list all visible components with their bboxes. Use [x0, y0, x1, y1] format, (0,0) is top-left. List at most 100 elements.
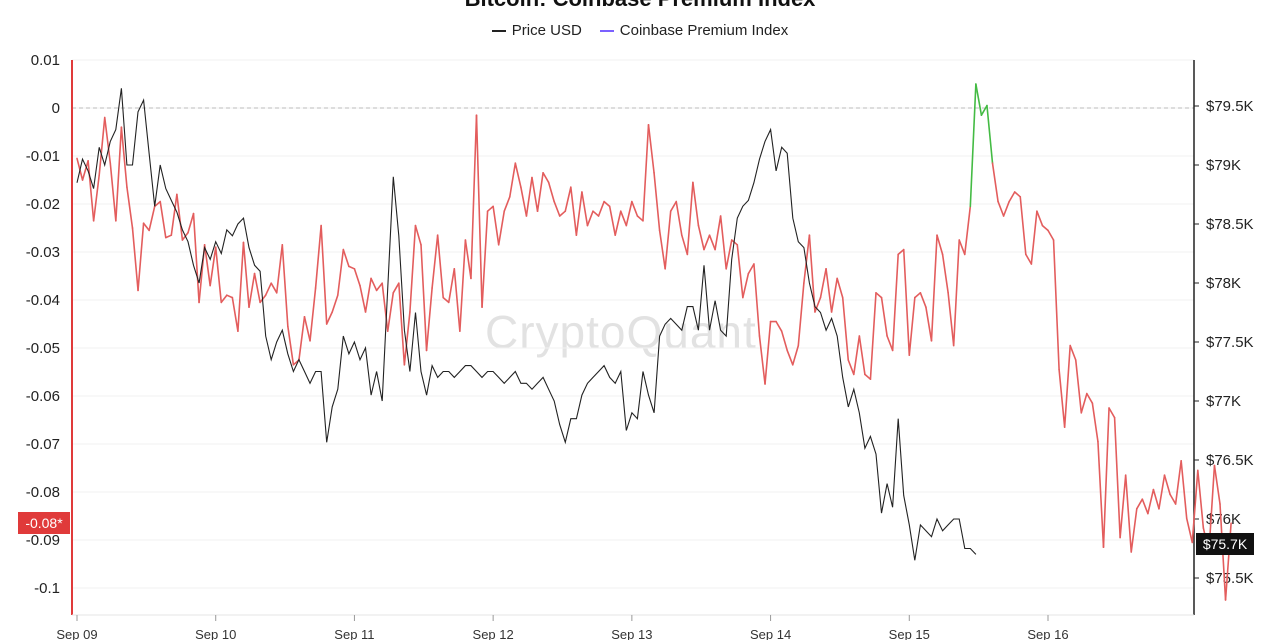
left-tick-label: 0	[52, 100, 60, 117]
left-tick-label: 0.01	[31, 52, 60, 69]
premium-segment	[852, 335, 861, 376]
premium-segment	[503, 196, 511, 212]
premium-segment	[453, 267, 461, 333]
premium-segment	[692, 181, 700, 227]
premium-segment	[403, 311, 411, 366]
x-tick-label: Sep 12	[473, 627, 514, 640]
right-tick-label: $77K	[1206, 393, 1241, 410]
premium-segment	[919, 291, 927, 309]
premium-segment	[980, 104, 988, 116]
premium-segment	[947, 291, 955, 347]
premium-segment	[309, 287, 317, 342]
premium-segment	[287, 325, 295, 366]
premium-segment	[764, 320, 772, 385]
premium-segment	[902, 248, 911, 357]
premium-segment	[525, 176, 533, 217]
premium-segment	[320, 224, 328, 325]
premium-segment	[131, 227, 139, 292]
premium-segment	[936, 234, 944, 256]
premium-segment	[303, 315, 311, 342]
premium-segment	[264, 282, 273, 297]
premium-segment	[464, 239, 472, 280]
premium-segment	[653, 172, 661, 232]
premium-segment	[420, 244, 428, 352]
premium-segment	[1163, 474, 1171, 496]
current-price-tag: $75.7K	[1196, 533, 1254, 555]
premium-segment	[431, 234, 439, 289]
premium-segment	[120, 126, 128, 188]
premium-segment	[153, 200, 162, 208]
legend-item-price[interactable]: Price USD	[491, 22, 582, 39]
premium-segment	[364, 277, 372, 313]
premium-segment	[514, 162, 522, 188]
premium-segment	[841, 296, 850, 361]
premium-segment	[858, 335, 866, 376]
legend-swatch-price	[491, 29, 506, 32]
left-tick-label: -0.08	[26, 484, 60, 501]
premium-segment	[547, 181, 555, 203]
left-tick-label: -0.06	[26, 388, 60, 405]
premium-segment	[636, 215, 644, 222]
premium-segment	[92, 174, 100, 222]
premium-segment	[703, 234, 711, 251]
premium-segment	[164, 234, 173, 239]
premium-segment	[87, 160, 95, 222]
premium-segment	[891, 253, 899, 352]
premium-segment	[381, 282, 389, 333]
premium-segment	[142, 222, 150, 232]
premium-segment	[248, 272, 256, 309]
x-tick-label: Sep 15	[889, 627, 930, 640]
premium-segment	[680, 234, 689, 256]
premium-segment	[1086, 392, 1094, 405]
premium-segment	[647, 124, 655, 174]
premium-segment	[780, 330, 789, 352]
premium-segment	[270, 282, 278, 294]
premium-segment	[619, 210, 628, 227]
premium-segment	[520, 186, 528, 217]
premium-segment	[725, 239, 733, 270]
premium-segment	[1008, 191, 1016, 203]
premium-segment	[614, 210, 622, 236]
premium-segment	[697, 224, 705, 251]
premium-segment	[925, 306, 933, 342]
right-tick-label: $77.5K	[1206, 334, 1254, 351]
premium-segment	[642, 124, 650, 222]
right-tick-label: $79.5K	[1206, 98, 1254, 115]
left-tick-label: -0.05	[26, 340, 60, 357]
legend-label-premium: Coinbase Premium Index	[619, 22, 789, 39]
premium-segment	[237, 241, 245, 333]
premium-segment	[969, 83, 977, 208]
premium-segment	[425, 287, 433, 352]
chart-title: Bitcoin: Coinbase Premium Index	[0, 0, 1280, 12]
premium-segment	[786, 349, 794, 366]
premium-segment	[159, 200, 167, 239]
legend-item-premium[interactable]: Coinbase Premium Index	[599, 22, 789, 39]
premium-segment	[958, 239, 966, 256]
premium-segment	[1180, 459, 1188, 520]
premium-segment	[481, 210, 489, 309]
premium-segment	[742, 272, 750, 299]
left-tick-label: -0.07	[26, 436, 60, 453]
premium-segment	[187, 212, 195, 234]
premium-segment	[1002, 200, 1010, 217]
premium-segment	[342, 248, 350, 268]
premium-segment	[531, 176, 539, 212]
premium-segment	[253, 272, 261, 304]
premium-segment	[176, 193, 184, 241]
premium-segment	[508, 162, 517, 198]
left-tick-label: -0.03	[26, 244, 60, 261]
premium-segment	[558, 210, 567, 217]
premium-segment	[875, 291, 883, 299]
watermark: CryptoQuant	[485, 306, 757, 358]
premium-segment	[542, 172, 550, 184]
premium-segment	[758, 335, 766, 385]
premium-segment	[658, 229, 666, 270]
premium-segment	[242, 241, 250, 309]
premium-segment	[231, 296, 239, 333]
x-tick-label: Sep 14	[750, 627, 791, 640]
legend-label-price: Price USD	[511, 22, 582, 39]
premium-segment	[869, 291, 877, 381]
premium-segment	[1130, 507, 1138, 553]
premium-segment	[586, 210, 594, 227]
